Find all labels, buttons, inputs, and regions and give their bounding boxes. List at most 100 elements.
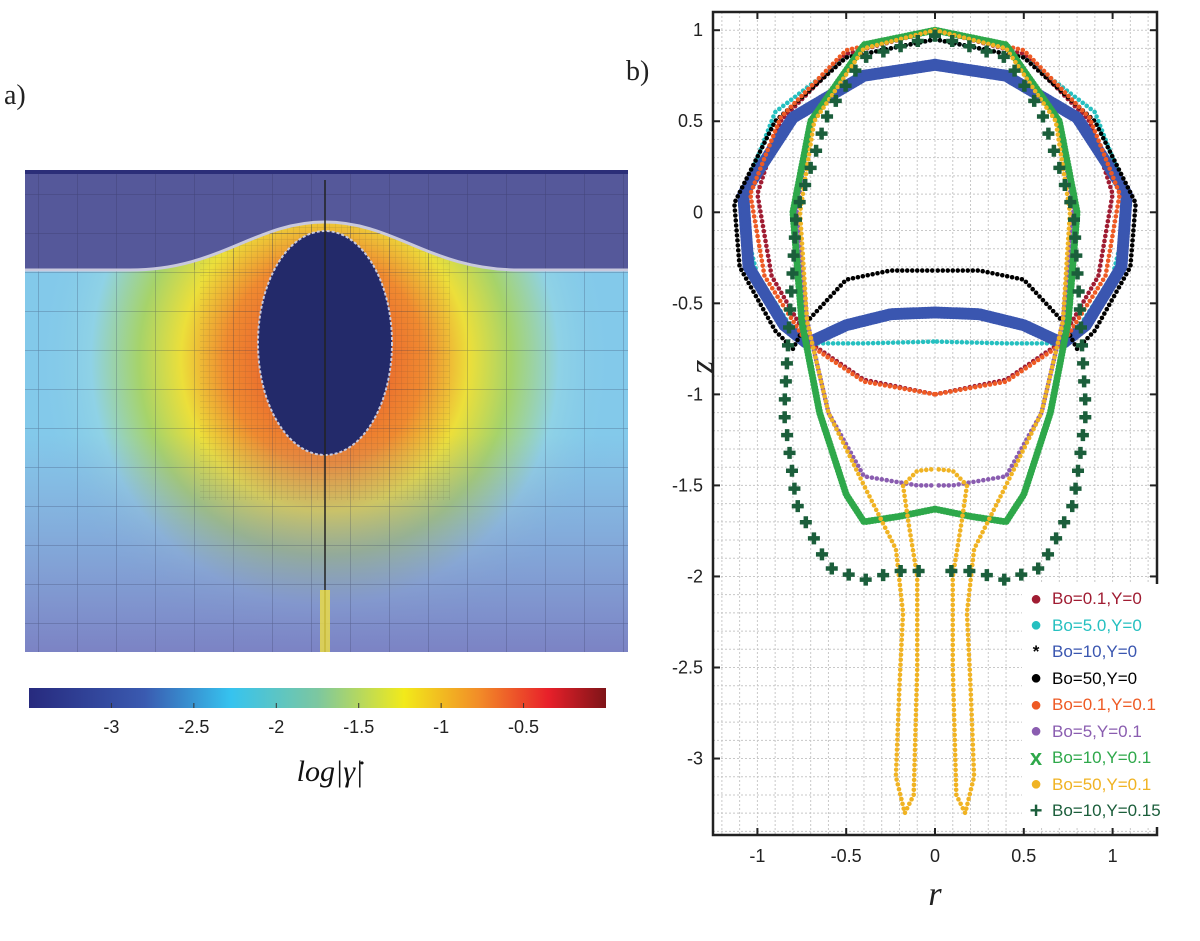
data-point [1010,374,1016,380]
data-point [906,523,912,528]
data-point [1062,90,1068,95]
data-point [914,687,919,693]
data-point [1078,375,1091,388]
data-point [914,582,920,588]
data-point [1107,149,1113,154]
data-point [1107,209,1112,214]
data-point [764,277,770,283]
data-point [898,647,904,653]
data-point [921,390,927,395]
data-point [912,742,918,748]
data-point [950,627,956,633]
data-point [1131,223,1137,228]
data-point [1044,301,1049,307]
data-point [1130,238,1135,243]
data-point [1015,458,1021,463]
data-point [799,516,812,529]
legend-marker-icon: + [1029,798,1043,824]
data-point [912,737,918,743]
x-tick-label: -1 [749,846,765,866]
data-point [888,46,894,51]
data-point [907,476,912,481]
data-point [950,587,956,593]
data-point [1047,144,1060,157]
data-point [1079,411,1092,424]
data-point [910,339,916,345]
data-point [930,339,936,344]
data-point [980,529,985,535]
data-point [968,385,973,391]
data-point [944,339,950,345]
y-tick-label: -0.5 [672,293,703,313]
data-point [763,238,768,244]
data-point [1007,467,1012,473]
data-point [1035,417,1041,423]
data-point [899,602,905,608]
data-point [834,426,839,432]
data-point [951,697,956,703]
data-point [1055,82,1061,88]
data-point [897,582,903,588]
data-point [1062,296,1067,301]
data-point [965,268,971,273]
data-point [824,403,830,409]
data-point [896,702,902,707]
data-point [897,682,902,687]
data-point [984,340,990,346]
data-point [971,762,976,767]
data-point [754,228,760,234]
legend: ● Bo=0.1,Y=0 ● Bo=5.0,Y=0 * Bo=10,Y=0 ● Bo=50,Y… [1022,584,1165,827]
data-point [990,476,996,481]
data-point [810,345,816,350]
data-point [1011,459,1017,464]
data-point [1045,72,1050,77]
data-point [837,54,843,59]
data-point [838,283,844,288]
data-point [856,471,861,477]
data-point [1021,72,1027,77]
data-point [966,652,972,658]
data-point [1073,303,1086,316]
data-point [1072,94,1078,100]
data-point [963,488,969,494]
data-point [1090,294,1095,300]
data-point [997,380,1003,386]
data-point [1111,223,1117,229]
legend-item: ● Bo=50,Y=0 [1026,666,1161,693]
data-point [899,642,904,648]
data-point [955,268,961,273]
data-point [1112,219,1118,224]
data-point [809,137,814,142]
data-point [910,472,916,478]
data-point [960,508,966,513]
data-point [1041,101,1046,106]
data-point [1046,109,1052,115]
data-point [905,513,910,518]
data-point [931,391,937,397]
data-point [945,268,951,273]
data-point [957,528,963,533]
data-point [1061,171,1067,177]
data-point [907,387,912,393]
data-point [1113,214,1119,219]
data-point [971,37,977,43]
data-point [1076,429,1089,442]
data-point [1041,398,1047,404]
data-point [754,175,759,181]
legend-label: Bo=0.1,Y=0 [1052,589,1142,609]
data-point [1009,341,1015,346]
data-point [788,482,801,495]
data-point [995,475,1001,480]
data-point [825,408,831,414]
data-point [981,40,986,45]
data-point [855,55,860,61]
data-point [821,352,826,357]
data-point [1024,440,1030,445]
data-point [1091,281,1096,287]
data-point [850,275,856,281]
legend-marker-icon: * [1032,642,1040,662]
data-point [969,340,975,345]
data-point [835,286,840,292]
data-point [801,266,806,271]
data-point [964,612,970,618]
